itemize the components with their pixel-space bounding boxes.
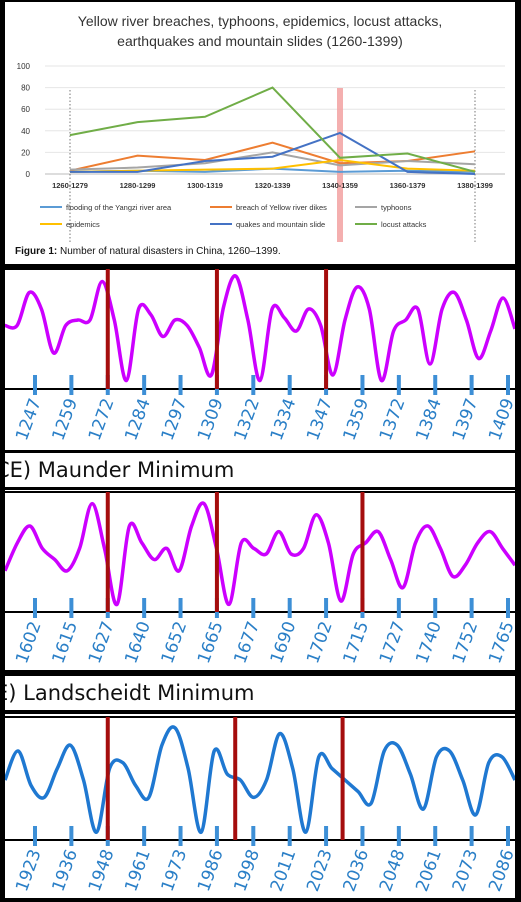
x-tick-label: 1923 [12,847,46,894]
figure-caption-text: Number of natural disasters in China, 12… [57,246,281,257]
y-tick-label: 20 [21,148,30,157]
legend-label: locust attacks [381,220,427,229]
x-tick-label: 1715 [340,619,374,666]
x-tick-label: 1652 [158,619,192,666]
cycle-chart-a: 1247 1259 1272 1284 1297 1309 1322 1334 1347 1359… [5,268,515,443]
cycle-chart-b: 1602 1615 1627 1640 1652 1665 1677 1690 1702 1715… [5,491,515,666]
cycle-curve [5,501,515,607]
legend-label: quakes and mountain slide [236,220,325,229]
series-line [70,131,476,175]
cycle-panel-a: 1247 1259 1272 1284 1297 1309 1322 1334 1347 1359… [5,268,515,450]
x-tick-label: 2086 [485,847,515,894]
x-tick-label: 1615 [48,619,82,666]
x-tick-label: 1309 [194,396,228,443]
x-tick-label: 1322 [230,396,264,443]
x-tick-label: 1677 [230,619,264,666]
figure-caption-label: Figure 1: [15,246,58,257]
x-tick-label: 1973 [158,847,192,894]
y-tick-label: 80 [21,84,30,93]
series-line [69,151,476,171]
x-tick-label: 1259 [48,396,82,443]
x-tick-label: 1297 [158,396,192,443]
cycle-curve [5,725,515,834]
disaster-chart-card: Yellow river breaches, typhoons, epidemi… [5,2,515,264]
x-tick-label: 1260-1279 [52,181,88,190]
x-tick-label: 1272 [85,396,119,443]
figure-caption: Figure 1: Number of natural disasters in… [15,246,281,257]
chart-title-line: earthquakes and mountain slides (1260-13… [117,33,403,49]
panel-b-heading: CE) Maunder Minimum [5,453,515,487]
x-tick-label: 1372 [376,396,410,443]
x-tick-label: 2011 [267,847,301,894]
x-tick-label: 1409 [485,396,515,443]
panel-b-heading-text: CE) Maunder Minimum [5,458,235,482]
x-tick-label: 1397 [449,396,483,443]
x-tick-label: 2061 [412,847,446,894]
x-tick-label: 1359 [340,396,374,443]
x-tick-label: 1627 [85,619,119,666]
x-tick-label: 1384 [412,396,446,443]
x-tick-label: 1998 [230,847,264,894]
y-tick-label: 0 [26,170,31,179]
x-tick-label: 1702 [303,619,337,666]
x-tick-label: 1334 [267,396,301,443]
x-tick-label: 1961 [121,847,155,894]
cycle-panel-c: 1923 1936 1948 1961 1973 1986 1998 2011 2023 2036… [5,714,515,898]
panel-c-heading: E) Landscheidt Minimum [5,676,515,710]
x-tick-label: 1340-1359 [322,181,358,190]
x-tick-label: 1765 [485,619,515,666]
x-tick-label: 1247 [12,396,46,443]
x-tick-label: 1640 [121,619,155,666]
y-tick-label: 100 [17,62,31,71]
x-tick-label: 1727 [376,619,410,666]
x-tick-label: 2073 [449,847,483,894]
x-tick-label: 1280-1299 [120,181,156,190]
y-tick-label: 40 [21,127,30,136]
x-tick-label: 1936 [48,847,82,894]
x-tick-label: 1320-1339 [255,181,291,190]
x-tick-label: 1752 [449,619,483,666]
legend-label: breach of Yellow river dikes [236,203,327,212]
x-tick-label: 1360-1379 [390,181,426,190]
cycle-panel-b: 1602 1615 1627 1640 1652 1665 1677 1690 1702 1715… [5,490,515,670]
x-tick-label: 2036 [340,847,374,894]
cycle-curve [5,274,515,383]
x-tick-label: 1740 [412,619,446,666]
disaster-line-chart: Yellow river breaches, typhoons, epidemi… [17,13,505,242]
x-tick-label: 1300-1319 [187,181,223,190]
series-line [69,158,476,173]
x-tick-label: 1690 [267,619,301,666]
x-tick-label: 1380-1399 [457,181,493,190]
x-tick-label: 1602 [12,619,46,666]
y-tick-label: 60 [21,105,30,114]
x-tick-label: 2048 [376,847,410,894]
x-tick-label: 1284 [121,396,155,443]
x-tick-label: 1665 [194,619,228,666]
x-tick-label: 1948 [85,847,119,894]
x-tick-label: 2023 [303,847,337,894]
x-tick-label: 1347 [303,396,337,443]
chart-title-line: Yellow river breaches, typhoons, epidemi… [78,13,442,29]
panel-c-heading-text: E) Landscheidt Minimum [5,681,255,705]
series-line [69,86,476,173]
legend-label: flooding of the Yangzi river area [66,203,172,212]
cycle-chart-c: 1923 1936 1948 1961 1973 1986 1998 2011 2023 2036… [5,716,515,894]
legend-label: typhoons [381,203,412,212]
legend-label: epidemics [66,220,100,229]
x-tick-label: 1986 [194,847,228,894]
